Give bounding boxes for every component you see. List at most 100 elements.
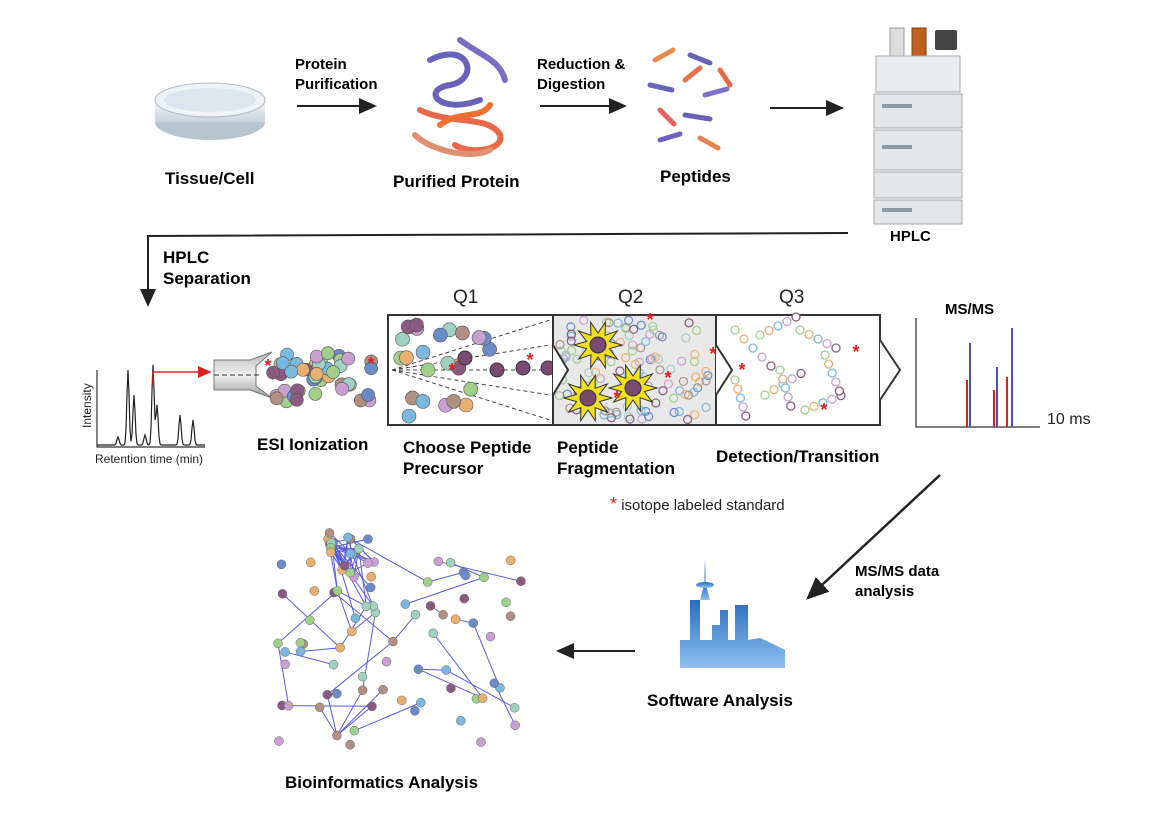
network-node — [349, 725, 360, 736]
network-node — [489, 678, 500, 688]
ion-sphere — [440, 355, 456, 371]
seattle-skyline-icon — [680, 560, 785, 668]
fragment-ion — [827, 368, 837, 378]
network-edge — [427, 571, 464, 583]
ion-sphere — [269, 391, 284, 406]
network-node — [350, 613, 361, 623]
network-edge — [392, 614, 416, 642]
ion-sphere — [409, 317, 424, 333]
network-edge — [354, 702, 421, 732]
network-node — [339, 560, 350, 571]
fragment-ion — [668, 393, 679, 403]
network-node — [428, 628, 438, 639]
label-line: Reduction & — [537, 56, 626, 73]
label-line: HPLC — [163, 248, 210, 267]
precursor-ion — [457, 350, 473, 366]
network-node — [410, 609, 421, 620]
fragment-ion — [566, 322, 576, 332]
label-hplc-separation: HPLC Separation — [163, 247, 251, 289]
label-line: Fragmentation — [557, 459, 676, 478]
ion-sphere — [275, 356, 290, 370]
fragment-ion — [663, 379, 674, 389]
fragment-ion — [831, 343, 841, 353]
fragment-ion — [641, 406, 651, 416]
precursor-ion — [515, 360, 531, 376]
network-node — [326, 547, 336, 558]
fragment-ion — [689, 387, 699, 397]
network-node — [345, 567, 356, 578]
network-edge — [405, 576, 485, 605]
fragment-ion — [628, 340, 638, 350]
label-tissue-cell: Tissue/Cell — [165, 169, 255, 188]
ion-sphere — [463, 381, 479, 397]
fragment-ion — [623, 412, 634, 422]
network-node — [343, 532, 353, 543]
label-esi-ionization: ESI Ionization — [257, 435, 369, 454]
fragment-ion — [678, 376, 689, 387]
fragment-ion — [650, 352, 660, 362]
fragment-ion — [566, 345, 577, 356]
fragment-ion — [641, 336, 651, 347]
fragment-ion — [741, 411, 751, 421]
fragment-ion — [572, 354, 582, 364]
fragment-ion — [645, 354, 655, 365]
fragment-ion — [605, 408, 615, 418]
ion-sphere — [415, 394, 431, 409]
fragment-ion — [730, 325, 740, 335]
fragment-ion — [730, 375, 740, 385]
network-edge — [300, 647, 341, 653]
fragment-ion — [684, 390, 694, 400]
fragment-ion — [584, 368, 594, 378]
label-purified-protein: Purified Protein — [393, 172, 520, 191]
fragment-ion — [689, 356, 700, 367]
ion-sphere — [433, 327, 448, 343]
fragment-ion — [692, 325, 702, 336]
fragment-ion — [766, 361, 776, 371]
fragment-ion — [600, 406, 610, 416]
ion-sphere — [399, 350, 414, 366]
label-line: Separation — [163, 269, 251, 288]
fragment-ion — [791, 312, 801, 322]
fragment-ion — [818, 398, 828, 408]
fragment-ion — [782, 316, 792, 327]
fragment-ion — [677, 356, 687, 366]
network-node — [347, 626, 357, 637]
network-node — [378, 684, 388, 695]
ion-cloud-icon — [266, 346, 379, 409]
ion-sphere — [266, 365, 280, 380]
fragment-ion — [624, 331, 634, 341]
fragment-ion — [834, 386, 845, 396]
network-node — [441, 665, 451, 675]
fragment-ion — [735, 393, 746, 403]
network-edge — [333, 592, 394, 642]
label-software-analysis: Software Analysis — [647, 691, 793, 710]
network-node — [459, 593, 470, 604]
fragment-ion — [625, 414, 635, 424]
fragment-ion — [831, 377, 841, 387]
fragment-ion — [636, 343, 646, 353]
isotope-asterisk-icon: * — [664, 368, 671, 388]
fragment-ion — [645, 329, 655, 339]
network-node — [345, 739, 355, 750]
precursor-ion — [489, 362, 505, 378]
isotope-asterisk-icon: * — [852, 342, 859, 362]
isotope-asterisk-icon: * — [367, 354, 374, 374]
ion-sphere — [309, 367, 324, 381]
ion-sphere — [395, 331, 410, 347]
fragment-ion — [658, 386, 668, 396]
fragment-ion — [773, 321, 783, 331]
network-node — [433, 556, 444, 567]
fragment-ion — [681, 333, 691, 343]
fragment-ion — [613, 318, 623, 328]
fragment-ion — [669, 407, 679, 418]
label-line: MS/MS data — [855, 563, 940, 580]
fragment-ion — [624, 315, 634, 325]
protein-structure-icon — [412, 37, 508, 158]
fragment-ion — [760, 390, 770, 400]
fragment-ion — [764, 325, 774, 336]
label-line: Precursor — [403, 459, 484, 478]
network-node — [280, 659, 290, 670]
ion-sphere — [401, 408, 417, 424]
fragment-ion — [689, 410, 700, 420]
label-line: Choose Peptide — [403, 438, 532, 457]
